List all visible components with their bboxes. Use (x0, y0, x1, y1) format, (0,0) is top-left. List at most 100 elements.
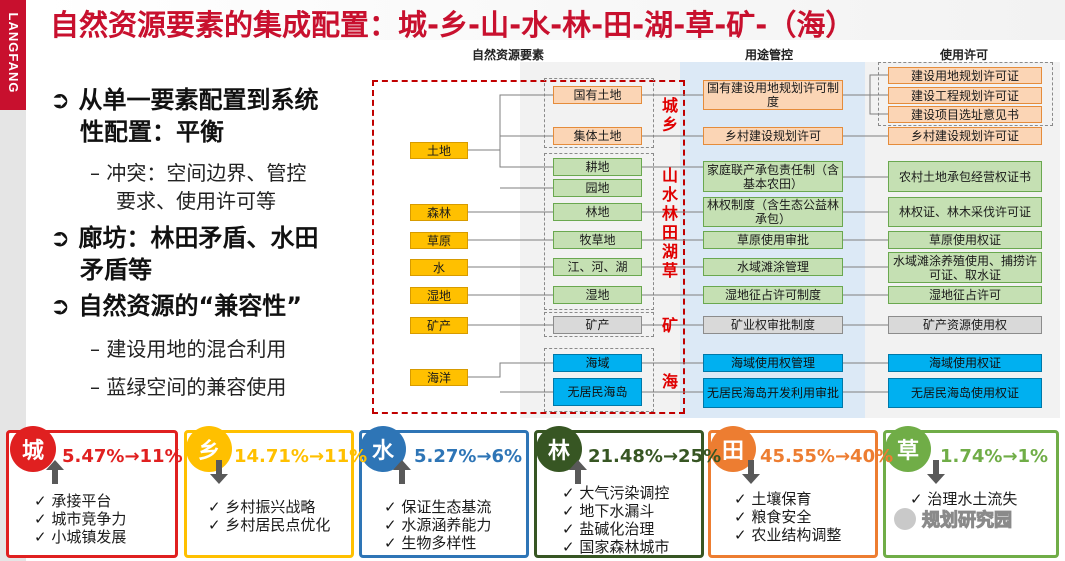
arrow-down-icon (742, 460, 760, 484)
card-lin-list: 大气污染调控 地下水漏斗 盐碱化治理 国家森林城市 (562, 484, 669, 556)
mid-sea-area: 海域 (553, 354, 642, 372)
header-elements: 自然资源要素 (472, 48, 545, 62)
wechat-icon (894, 508, 916, 530)
control-grassland-approval: 草原使用审批 (703, 231, 843, 249)
bullet-1-cont: 性配置：平衡 (80, 118, 224, 146)
natural-resources-frame (372, 80, 685, 414)
card-tian-list: 土壤保育 粮食安全 农业结构调整 (734, 490, 841, 544)
card-lin-change: 21.48%→25% (588, 446, 722, 467)
list-item: 地下水漏斗 (562, 502, 669, 520)
bullet-1-text: 从单一要素配置到系统 (78, 86, 319, 114)
card-cao-change: 1.74%→1% (940, 446, 1049, 467)
sidebar-brand-block (0, 0, 26, 110)
element-water: 水 (410, 259, 468, 276)
list-item: 城市竞争力 (34, 510, 126, 528)
list-item: 大气污染调控 (562, 484, 669, 502)
chengxiang-group-frame (544, 78, 654, 148)
sub-bullet-1b: 要求、使用许可等 (116, 189, 276, 213)
card-cheng-change: 5.47%→11% (62, 446, 183, 467)
bullet-2: ➲ 廊坊：林田矛盾、水田 (50, 222, 318, 254)
control-sea-use: 海域使用权管理 (703, 354, 843, 372)
sub-bullet-1a: – 冲突：空间边界、管控 (90, 161, 307, 185)
mid-collective-land: 集体土地 (553, 127, 642, 145)
control-wetland-permit: 湿地征占许可制度 (703, 286, 843, 304)
list-item: 粮食安全 (734, 508, 841, 526)
list-item: 国家森林城市 (562, 538, 669, 556)
card-shui-change: 5.27%→6% (414, 446, 523, 467)
card-cheng-badge: 城 (10, 426, 56, 472)
permit-island-cert: 无居民海岛使用权证 (888, 378, 1042, 408)
bullet-2-text: 廊坊：林田矛盾、水田 (78, 224, 319, 252)
card-cheng-list: 承接平台 城市竞争力 小城镇发展 (34, 492, 126, 546)
hai-group-frame (544, 348, 654, 412)
mid-rivers-lakes: 江、河、湖 (553, 258, 642, 276)
list-item: 土壤保育 (734, 490, 841, 508)
card-cao-list: 治理水土流失 (910, 490, 1017, 508)
mid-farmland: 耕地 (553, 158, 642, 176)
page-title: 自然资源要素的集成配置：城-乡-山-水-林-田-湖-草-矿-（海） (50, 8, 855, 42)
permit-forest-cert: 林权证、林木采伐许可证 (888, 197, 1042, 227)
control-island-approval: 无居民海岛开发利用审批 (703, 378, 843, 408)
permit-mineral: 矿产资源使用权 (888, 316, 1042, 334)
element-wetland: 湿地 (410, 287, 468, 304)
shanshui-group-frame (544, 153, 654, 310)
mid-woodland: 林地 (553, 203, 642, 221)
permit-wetland: 湿地征占许可 (888, 286, 1042, 304)
permit-sea-cert: 海域使用权证 (888, 354, 1042, 372)
list-item: 治理水土流失 (910, 490, 1017, 508)
element-mineral: 矿产 (410, 317, 468, 334)
control-state-land-permit: 国有建设用地规划许可制度 (703, 80, 843, 110)
arrow-down-icon (210, 460, 228, 484)
header-control: 用途管控 (745, 48, 794, 62)
card-xiang-change: 14.71%→11% (234, 446, 368, 467)
list-item: 承接平台 (34, 492, 126, 510)
control-forest-rights: 林权制度（含生态公益林承包） (703, 197, 843, 227)
bullet-3: ➲ 自然资源的“兼容性” (50, 290, 302, 322)
bullet-2-cont: 矛盾等 (80, 256, 152, 284)
list-item: 乡村居民点优化 (208, 516, 330, 534)
permit-construction-planning: 建设工程规划许可证 (888, 87, 1042, 104)
card-xiang-badge: 乡 (186, 426, 232, 472)
mid-garden: 园地 (553, 179, 642, 197)
mid-mineral: 矿产 (553, 316, 642, 334)
bullet-3-text: 自然资源的“兼容性” (78, 292, 303, 320)
permit-group-frame (878, 62, 1053, 126)
mid-uninhabited-island: 无居民海岛 (553, 378, 642, 406)
list-item: 乡村振兴战略 (208, 498, 330, 516)
arrow-down-icon (927, 460, 945, 484)
sub-bullet-3b: – 蓝绿空间的兼容使用 (90, 375, 287, 399)
arrow-up-icon (393, 460, 411, 484)
label-kuang: 矿 (661, 316, 678, 335)
permit-site-selection: 建设项目选址意见书 (888, 106, 1042, 123)
element-grassland: 草原 (410, 232, 468, 249)
list-item: 农业结构调整 (734, 526, 841, 544)
list-item: 水源涵养能力 (384, 516, 491, 534)
arrow-bullet-icon: ➲ (50, 86, 79, 114)
list-item: 生物多样性 (384, 534, 491, 552)
arrow-bullet-icon: ➲ (50, 224, 79, 252)
permit-water-cert: 水域滩涂养殖使用、捕捞许可证、取水证 (888, 252, 1042, 283)
bullet-1: ➲ 从单一要素配置到系统 (50, 84, 318, 116)
sub-bullet-3a: – 建设用地的混合利用 (90, 337, 287, 361)
arrow-up-icon (46, 460, 64, 484)
mid-wetland: 湿地 (553, 286, 642, 304)
permit-rural-planning: 乡村建设规划许可证 (888, 127, 1042, 145)
card-cao-badge: 草 (885, 426, 931, 472)
list-item: 小城镇发展 (34, 528, 126, 546)
control-water-management: 水域滩涂管理 (703, 258, 843, 276)
arrow-up-icon (569, 460, 587, 484)
label-shanshui: 山水林田湖草 (661, 166, 678, 280)
arrow-bullet-icon: ➲ (50, 292, 79, 320)
mid-state-land: 国有土地 (553, 86, 642, 104)
permit-land-contract: 农村土地承包经营权证书 (888, 161, 1042, 192)
label-hai: 海 (661, 372, 678, 391)
list-item: 盐碱化治理 (562, 520, 669, 538)
permit-land-planning: 建设用地规划许可证 (888, 67, 1042, 84)
control-household-contract: 家庭联产承包责任制（含基本农田） (703, 161, 843, 192)
label-chengxiang: 城乡 (661, 96, 678, 134)
card-tian-change: 45.55%→40% (760, 446, 894, 467)
watermark-text: 规划研究园 (922, 510, 1013, 532)
element-forest: 森林 (410, 204, 468, 221)
control-rural-planning: 乡村建设规划许可 (703, 127, 843, 145)
